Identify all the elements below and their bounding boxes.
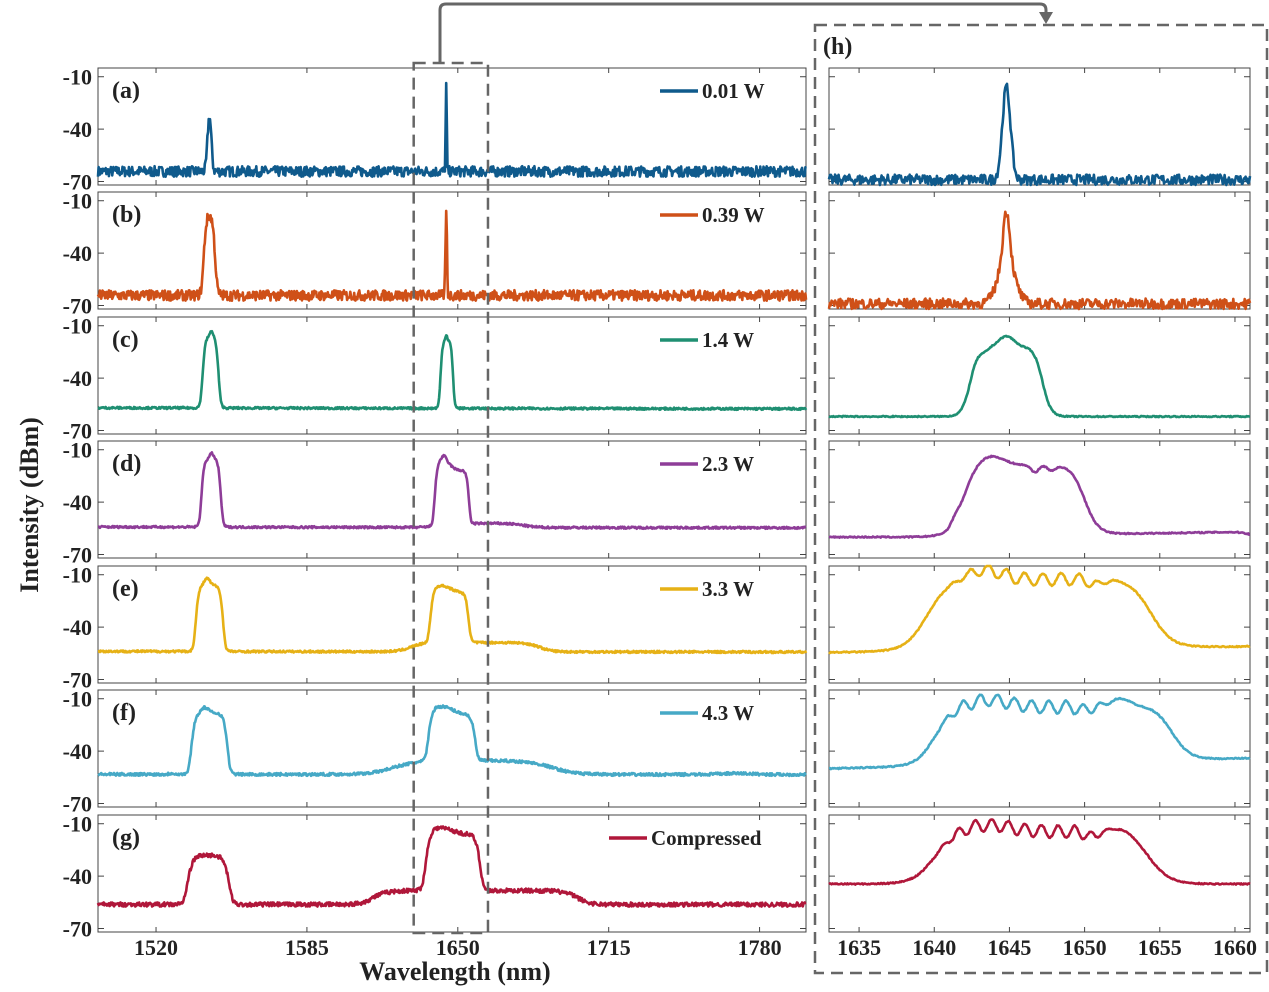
zoom-x-tick-label: 1635: [837, 935, 881, 960]
legend-label: 0.01 W: [702, 79, 765, 103]
y-tick-label: -10: [63, 438, 92, 463]
zoom-x-tick-label: 1655: [1138, 935, 1182, 960]
y-tick-label: -40: [63, 615, 92, 640]
y-tick-label: -70: [63, 170, 92, 195]
y-tick-label: -70: [63, 668, 92, 693]
legend-label: 1.4 W: [702, 328, 754, 352]
y-tick-label: -10: [63, 314, 92, 339]
plot-frame: [97, 689, 807, 808]
panel-label: (f): [112, 700, 136, 726]
panel-e: -10 -40 -70 (e) 3.3 W: [63, 563, 1251, 693]
y-tick-label: -70: [63, 419, 92, 444]
y-tick-label: -40: [63, 864, 92, 889]
arrow-head-icon: [1039, 12, 1053, 24]
zoom-arrow: [438, 2, 1048, 62]
y-tick-label: -10: [63, 189, 92, 214]
spectrum-line: [96, 209, 808, 302]
zoom-spectrum-line: [828, 818, 1251, 886]
y-tick-label: -70: [63, 294, 92, 319]
zoom-plot-frame: [828, 565, 1251, 684]
x-tick-label: 1780: [738, 935, 782, 960]
spectrum-line: [97, 451, 807, 531]
x-tick-label: 1585: [285, 935, 329, 960]
panel-d: -10 -40 -70 (d) 2.3 W: [63, 438, 1251, 568]
legend-label: 4.3 W: [702, 701, 754, 725]
y-tick-label: -40: [63, 241, 92, 266]
y-tick-label: -40: [63, 490, 92, 515]
x-tick-label: 1715: [587, 935, 631, 960]
panel-label: (a): [112, 78, 140, 104]
zoom-spectrum-line: [827, 82, 1252, 187]
zoom-plot-frame: [828, 814, 1251, 933]
spectrum-line: [97, 704, 807, 778]
spectrum-line: [97, 576, 808, 655]
x-tick-label: 1520: [134, 935, 178, 960]
legend-label: 0.39 W: [702, 203, 765, 227]
zoom-plot-frame: [828, 316, 1251, 435]
y-tick-label: -40: [63, 739, 92, 764]
y-axis-label: Intensity (dBm): [15, 417, 44, 593]
plot-frame: [97, 191, 807, 310]
panel-b: -10 -40 -70 (b) 0.39 W: [63, 189, 1252, 319]
panel-label: (g): [112, 825, 140, 851]
panel-a: -10 -40 -70 (a) 0.01 W: [63, 65, 1252, 195]
zoom-spectrum-line: [827, 210, 1252, 311]
y-tick-label: -70: [63, 917, 92, 942]
legend-label: 3.3 W: [702, 577, 754, 601]
zoom-plot-frame: [828, 191, 1251, 310]
plot-frame: [97, 440, 807, 559]
panel-label: (b): [112, 202, 141, 228]
zoom-plot-frame: [828, 440, 1251, 559]
spectrum-line: [96, 81, 807, 178]
zoom-x-tick-label: 1660: [1213, 935, 1257, 960]
y-tick-label: -10: [63, 563, 92, 588]
x-axis-label: Wavelength (nm): [359, 957, 550, 986]
zoom-plot-frame: [828, 689, 1251, 808]
zoom-spectrum-line: [828, 693, 1251, 771]
zoom-spectrum-line: [828, 334, 1251, 419]
plot-frame: [97, 67, 807, 186]
y-tick-label: -40: [63, 117, 92, 142]
zoom-spectrum-line: [828, 454, 1251, 539]
y-tick-label: -40: [63, 366, 92, 391]
zoom-x-tick-label: 1650: [1063, 935, 1107, 960]
zoom-panel-box: [813, 23, 1269, 975]
panel-label: (c): [112, 327, 139, 353]
x-tick-label: 1650: [436, 935, 480, 960]
highlight-region-box: [412, 61, 490, 935]
plot-frame: [97, 316, 807, 435]
spectrum-line: [97, 329, 808, 412]
panel-c: -10 -40 -70 (c) 1.4 W: [63, 314, 1251, 444]
y-tick-label: -10: [63, 812, 92, 837]
legend-label: Compressed: [651, 826, 762, 850]
zoom-spectrum-line: [828, 564, 1251, 655]
panel-label: (e): [112, 576, 139, 602]
panel-label-h: (h): [823, 34, 852, 60]
y-tick-label: -70: [63, 792, 92, 817]
y-tick-label: -10: [63, 65, 92, 90]
zoom-plot-frame: [828, 67, 1251, 186]
spectrum-line: [96, 825, 807, 908]
panel-g: -10 -40 -70 (g) Compressed: [63, 812, 1251, 942]
panel-label: (d): [112, 451, 141, 477]
legend-label: 2.3 W: [702, 452, 754, 476]
y-tick-label: -10: [63, 687, 92, 712]
panel-f: -10 -40 -70 (f) 4.3 W: [63, 687, 1251, 817]
zoom-x-tick-label: 1645: [987, 935, 1031, 960]
plot-frame: [97, 565, 807, 684]
y-tick-label: -70: [63, 543, 92, 568]
zoom-x-tick-label: 1640: [912, 935, 956, 960]
